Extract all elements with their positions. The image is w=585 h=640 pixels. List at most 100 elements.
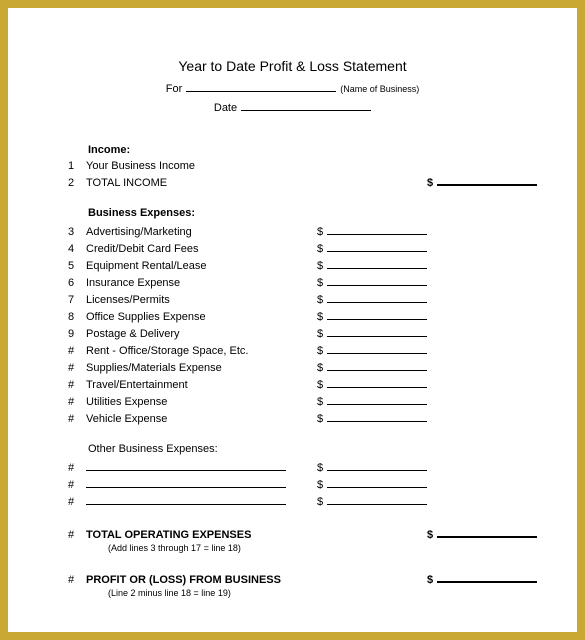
profit-loss-label: PROFIT OR (LOSS) FROM BUSINESS (86, 574, 427, 586)
line-num: 4 (68, 243, 86, 255)
line-num: 2 (68, 177, 86, 189)
amount-blank[interactable] (327, 359, 427, 371)
other-expense-line: #$ (48, 476, 537, 491)
expenses-section: Business Expenses: 3Advertising/Marketin… (48, 207, 537, 425)
line-num: 6 (68, 277, 86, 289)
line-num: 1 (68, 160, 86, 172)
date-label: Date (214, 102, 237, 114)
line-num: 9 (68, 328, 86, 340)
expense-line: #Utilities Expense$ (48, 393, 537, 408)
amount-blank[interactable] (437, 571, 537, 583)
dollar-sign: $ (317, 277, 327, 289)
amount-blank[interactable] (327, 223, 427, 235)
dollar-sign: $ (317, 379, 327, 391)
line-label: Advertising/Marketing (86, 226, 317, 238)
line-label: Insurance Expense (86, 277, 317, 289)
income-heading: Income: (88, 144, 537, 156)
line-num: 5 (68, 260, 86, 272)
expense-line: #Rent - Office/Storage Space, Etc.$ (48, 342, 537, 357)
expense-line: 8Office Supplies Expense$ (48, 308, 537, 323)
amount-blank[interactable] (437, 174, 537, 186)
total-expenses-label: TOTAL OPERATING EXPENSES (86, 529, 317, 541)
dollar-sign: $ (317, 496, 327, 508)
other-blank-label[interactable] (86, 493, 317, 508)
amount-blank[interactable] (327, 410, 427, 422)
line-label: TOTAL INCOME (86, 177, 317, 189)
dollar-sign: $ (317, 328, 327, 340)
line-num: 7 (68, 294, 86, 306)
dollar-sign: $ (317, 311, 327, 323)
expense-line: #Travel/Entertainment$ (48, 376, 537, 391)
dollar-sign: $ (317, 362, 327, 374)
amount-blank[interactable] (327, 257, 427, 269)
for-hint: (Name of Business) (340, 84, 419, 94)
dollar-sign: $ (317, 345, 327, 357)
expenses-heading: Business Expenses: (88, 207, 537, 219)
line-label: Office Supplies Expense (86, 311, 317, 323)
other-heading: Other Business Expenses: (88, 443, 537, 455)
line-label: Postage & Delivery (86, 328, 317, 340)
line-num: # (68, 529, 86, 541)
amount-blank[interactable] (327, 376, 427, 388)
income-section: Income: 1 Your Business Income 2 TOTAL I… (48, 144, 537, 189)
amount-blank[interactable] (327, 240, 427, 252)
line-num: # (68, 362, 86, 374)
other-expenses-section: Other Business Expenses: #$#$#$ (48, 443, 537, 508)
line-num: 8 (68, 311, 86, 323)
amount-blank[interactable] (437, 526, 537, 538)
for-blank[interactable] (186, 80, 336, 92)
dollar-sign: $ (427, 529, 437, 541)
line-num: 3 (68, 226, 86, 238)
other-expense-line: #$ (48, 459, 537, 474)
expense-line: 5Equipment Rental/Lease$ (48, 257, 537, 272)
line-num: # (68, 413, 86, 425)
line-num: # (68, 379, 86, 391)
line-label: Licenses/Permits (86, 294, 317, 306)
page-title: Year to Date Profit & Loss Statement (48, 58, 537, 74)
total-expenses-section: # TOTAL OPERATING EXPENSES $ (Add lines … (48, 526, 537, 553)
expense-line: 4Credit/Debit Card Fees$ (48, 240, 537, 255)
expense-line: #Supplies/Materials Expense$ (48, 359, 537, 374)
expense-line: #Vehicle Expense$ (48, 410, 537, 425)
amount-blank[interactable] (327, 393, 427, 405)
line-label: Equipment Rental/Lease (86, 260, 317, 272)
line-num: # (68, 462, 86, 474)
line-num: # (68, 345, 86, 357)
amount-blank[interactable] (327, 308, 427, 320)
expense-line: 9Postage & Delivery$ (48, 325, 537, 340)
income-line: 1 Your Business Income (48, 160, 537, 172)
date-blank[interactable] (241, 99, 371, 111)
dollar-sign: $ (317, 396, 327, 408)
other-expense-line: #$ (48, 493, 537, 508)
dollar-sign: $ (317, 260, 327, 272)
dollar-sign: $ (427, 574, 437, 586)
dollar-sign: $ (317, 462, 327, 474)
other-blank-label[interactable] (86, 476, 317, 491)
other-blank-label[interactable] (86, 459, 317, 474)
header-block: For (Name of Business) Date (48, 80, 537, 114)
document-page: Year to Date Profit & Loss Statement For… (8, 8, 577, 632)
expense-line: 6Insurance Expense$ (48, 274, 537, 289)
dollar-sign: $ (317, 243, 327, 255)
line-num: # (68, 574, 86, 586)
line-num: # (68, 396, 86, 408)
amount-blank[interactable] (327, 291, 427, 303)
amount-blank[interactable] (327, 493, 427, 505)
amount-blank[interactable] (327, 476, 427, 488)
amount-blank[interactable] (327, 459, 427, 471)
amount-blank[interactable] (327, 325, 427, 337)
profit-loss-note: (Line 2 minus line 18 = line 19) (108, 588, 537, 598)
line-label: Vehicle Expense (86, 413, 317, 425)
expense-line: 3Advertising/Marketing$ (48, 223, 537, 238)
amount-blank[interactable] (327, 274, 427, 286)
total-expenses-note: (Add lines 3 through 17 = line 18) (108, 543, 537, 553)
dollar-sign: $ (317, 479, 327, 491)
line-label: Travel/Entertainment (86, 379, 317, 391)
dollar-sign: $ (317, 413, 327, 425)
line-num: # (68, 496, 86, 508)
amount-blank[interactable] (327, 342, 427, 354)
total-income-line: 2 TOTAL INCOME $ (48, 174, 537, 189)
line-label: Your Business Income (86, 160, 317, 172)
expense-line: 7Licenses/Permits$ (48, 291, 537, 306)
dollar-sign: $ (317, 226, 327, 238)
